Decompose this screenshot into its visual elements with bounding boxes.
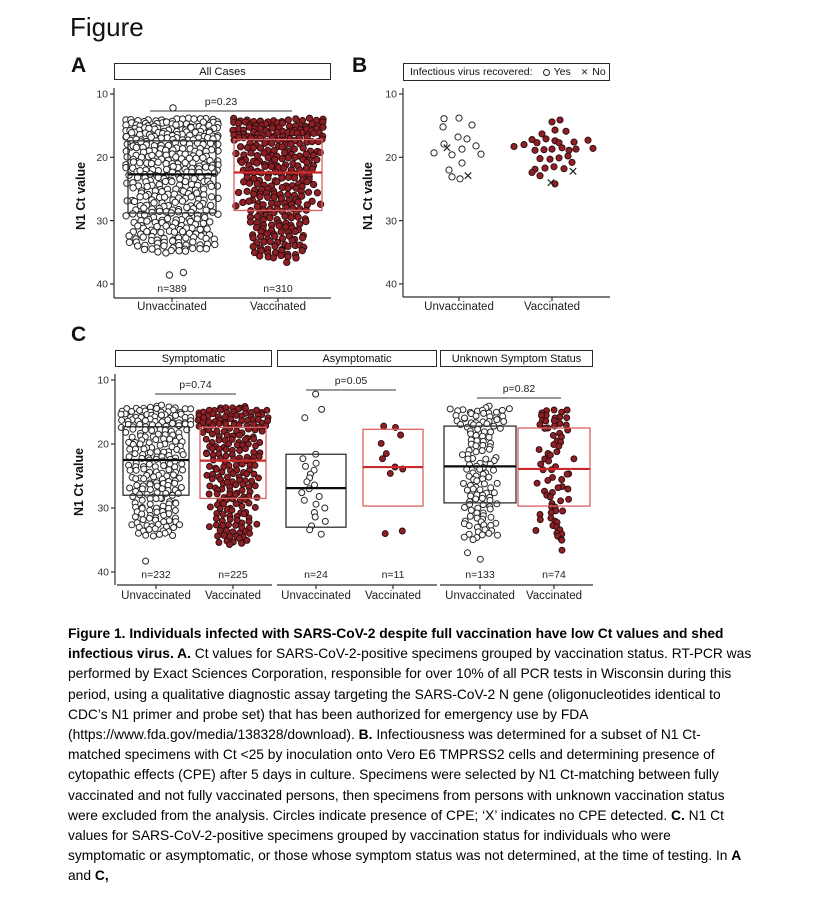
caption-bold-segment: B. xyxy=(358,727,373,743)
box xyxy=(443,425,517,504)
group-label: Unvaccinated xyxy=(281,590,351,602)
n-label: n=11 xyxy=(382,569,405,581)
y-tick-label: 10 xyxy=(96,89,108,101)
y-tick-label: 30 xyxy=(96,215,108,227)
caption-segment: and xyxy=(68,868,95,884)
caption-bold-segment: Figure 1. Individuals infected with SARS… xyxy=(68,626,724,662)
panel-c-facet-header-symptomatic: Symptomatic xyxy=(115,350,272,367)
n-label: n=74 xyxy=(542,569,566,581)
box xyxy=(517,427,591,507)
y-tick-label: 30 xyxy=(385,215,397,227)
p-value-label: p=0.74 xyxy=(179,379,212,391)
facet-1: n=24 Unvaccinated n=11 Vaccinated p=0.05 xyxy=(277,375,437,602)
group-label: Vaccinated xyxy=(524,301,580,313)
p-value-label: p=0.23 xyxy=(205,96,238,108)
y-tick-label: 40 xyxy=(385,279,397,291)
panel-b-legend: Infectious virus recovered: Yes ✕ No xyxy=(403,63,610,81)
n-label: n=225 xyxy=(218,569,248,581)
points-vaccinated xyxy=(194,402,272,549)
panel-a-letter: A xyxy=(71,54,87,77)
y-axis: 10 20 30 40 xyxy=(385,88,404,297)
n-label: n=24 xyxy=(304,569,328,581)
points-vaccinated xyxy=(377,422,407,538)
group-label: Unvaccinated xyxy=(121,590,191,602)
n-label: n=232 xyxy=(141,569,171,581)
p-value-bracket: p=0.23 xyxy=(150,96,292,112)
caption-bold-segment: C, xyxy=(94,868,109,884)
group-label: Vaccinated xyxy=(205,590,261,602)
y-axis-title: N1 Ct value xyxy=(74,162,88,230)
points-unvaccinated xyxy=(430,114,485,183)
n-label: n=310 xyxy=(263,283,293,295)
panel-c-plot: 10 20 30 40 N1 Ct value n=232 Unvaccinated n=22… xyxy=(72,374,593,602)
facet-0: n=232 Unvaccinated n=225 Vaccinated p=0.74 xyxy=(117,379,272,602)
legend-no-label: No xyxy=(592,66,606,78)
open-circle-icon xyxy=(542,68,550,76)
points-unvaccinated xyxy=(446,402,513,563)
n-label: n=133 xyxy=(465,569,495,581)
legend-no-item: ✕ No xyxy=(581,66,606,78)
caption-bold-segment: A xyxy=(731,848,742,864)
panel-c-facet-header-unknown: Unknown Symptom Status xyxy=(440,350,593,367)
panel-a-plot: 10 20 30 40 N1 Ct value n=389 Unvaccinated n=31… xyxy=(74,88,331,313)
p-value-bracket: p=0.82 xyxy=(477,383,561,399)
y-tick-label: 40 xyxy=(96,279,108,291)
panel-b-plot: 10 20 30 40 N1 Ct value Unvaccinated Vaccinate… xyxy=(361,88,610,313)
panel-b-letter: B xyxy=(352,54,368,77)
points-unvaccinated xyxy=(298,390,329,538)
panel-c-facet-header-asymptomatic: Asymptomatic xyxy=(277,350,437,367)
figure-plots: 10 20 30 40 N1 Ct value n=389 Unvaccinated n=31… xyxy=(72,88,610,602)
group-label: Unvaccinated xyxy=(137,301,207,313)
y-axis: 10 20 30 40 xyxy=(96,88,115,298)
y-tick-label: 20 xyxy=(96,152,108,164)
caption-segment: Infectiousness was determined for a subs… xyxy=(68,727,725,823)
facet-2: n=133 Unvaccinated n=74 Vaccinated p=0.82 xyxy=(440,383,593,602)
y-axis-title: N1 Ct value xyxy=(72,448,86,516)
legend-yes-item: Yes xyxy=(542,66,571,78)
n-label: n=389 xyxy=(157,283,187,295)
caption-bold-segment: C. xyxy=(671,807,685,823)
points-vaccinated xyxy=(510,116,597,188)
box xyxy=(285,453,347,528)
group-label: Vaccinated xyxy=(526,590,582,602)
p-value-label: p=0.82 xyxy=(503,383,536,395)
p-value-label: p=0.05 xyxy=(335,375,368,387)
p-value-bracket: p=0.05 xyxy=(306,375,396,391)
points-vaccinated xyxy=(229,114,327,267)
points-vaccinated xyxy=(532,406,578,554)
legend-yes-label: Yes xyxy=(553,66,571,78)
p-value-bracket: p=0.74 xyxy=(155,379,236,395)
figure-caption: Figure 1. Individuals infected with SARS… xyxy=(68,624,752,887)
panel-c-letter: C xyxy=(71,323,87,346)
y-axis-title: N1 Ct value xyxy=(361,162,375,230)
y-tick-label: 10 xyxy=(97,375,109,387)
caption-segment: Ct values for SARS-CoV-2-positive specim… xyxy=(68,646,752,743)
group-label: Unvaccinated xyxy=(445,590,515,602)
group-label: Unvaccinated xyxy=(424,301,494,313)
y-axis: 10 20 30 40 xyxy=(97,374,116,585)
group-label: Vaccinated xyxy=(365,590,421,602)
box xyxy=(199,426,267,500)
group-label: Vaccinated xyxy=(250,301,306,313)
caption-segment: N1 Ct values for SARS-CoV-2-positive spe… xyxy=(68,807,732,864)
y-tick-label: 30 xyxy=(97,503,109,515)
points-unvaccinated xyxy=(122,104,222,279)
legend-title: Infectious virus recovered: xyxy=(410,66,533,78)
y-tick-label: 20 xyxy=(97,439,109,451)
box xyxy=(127,140,217,214)
panel-a-facet-header: All Cases xyxy=(114,63,331,80)
x-mark-icon: ✕ xyxy=(580,66,589,77)
box xyxy=(233,138,323,212)
y-tick-label: 20 xyxy=(385,152,397,164)
y-tick-label: 10 xyxy=(385,89,397,101)
y-tick-label: 40 xyxy=(97,567,109,579)
page-title: Figure xyxy=(70,12,144,42)
